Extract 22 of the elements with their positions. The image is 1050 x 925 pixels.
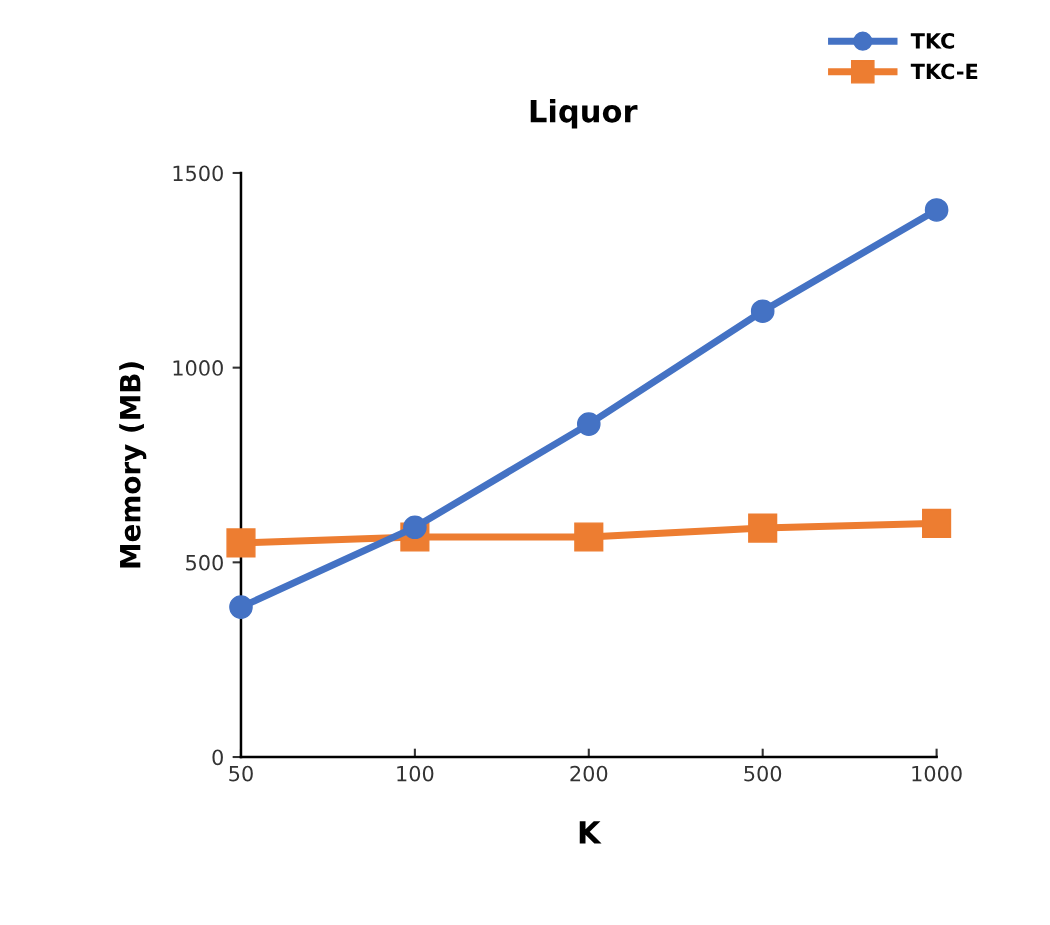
point [229,595,253,619]
x-tick-label: 500 [744,765,782,782]
point [226,528,256,558]
chart-title: Liquor [530,98,638,129]
legend-label: TKC [910,32,955,49]
y-tick-label: 0 [212,749,223,766]
point [922,508,952,538]
x-tick-label: 50 [229,765,253,782]
point [924,198,949,222]
y-tick-label: 1000 [173,360,223,376]
x-tick-label: 1000 [912,765,962,782]
point [574,522,604,552]
x-tick-label: 100 [397,765,434,782]
y-tick-label: 500 [186,554,223,571]
x-tick-label: 200 [570,765,608,782]
legend-label: TKC-E [910,63,978,80]
x-axis-title: K [579,821,602,844]
point [750,299,775,324]
point [576,412,601,436]
point [748,513,778,543]
y-tick-label: 1500 [173,165,223,182]
y-axis-title: Memory (MB) [119,362,147,568]
